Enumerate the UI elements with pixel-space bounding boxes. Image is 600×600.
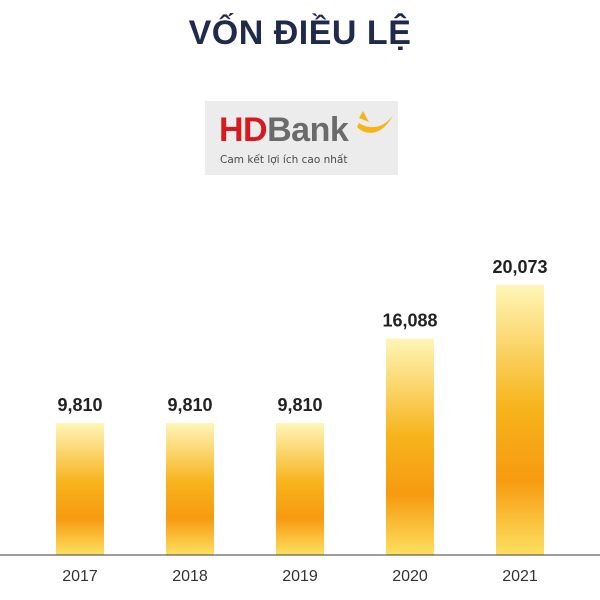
- logo-bank-text: Bank: [267, 111, 349, 149]
- logo-hd-text: HD: [219, 111, 268, 149]
- bar-2019: [276, 423, 324, 555]
- data-label-2021: 20,073: [492, 257, 547, 277]
- data-label-2020: 16,088: [382, 311, 437, 331]
- logo-tagline: Cam kết lợi ích cao nhất: [220, 154, 348, 166]
- chart-title: VỐN ĐIỀU LỆ: [188, 14, 412, 52]
- data-label-2018: 9,810: [167, 395, 212, 415]
- bar-2018: [166, 423, 214, 555]
- logo-swoosh-icon: [357, 111, 393, 133]
- x-tick-label-2017: 2017: [62, 568, 98, 585]
- bar-2021: [496, 285, 544, 555]
- hdbank-logo: HDBank Cam kết lợi ích cao nhất: [205, 101, 398, 175]
- bar-2020: [386, 338, 434, 555]
- bar-2017: [56, 423, 104, 555]
- x-tick-label-2019: 2019: [282, 568, 318, 585]
- x-tick-label-2018: 2018: [172, 568, 208, 585]
- x-tick-label-2021: 2021: [502, 568, 538, 585]
- logo-wordmark: HDBank: [219, 111, 349, 149]
- data-label-2019: 9,810: [277, 395, 322, 415]
- data-label-2017: 9,810: [57, 395, 102, 415]
- x-tick-label-2020: 2020: [392, 568, 428, 585]
